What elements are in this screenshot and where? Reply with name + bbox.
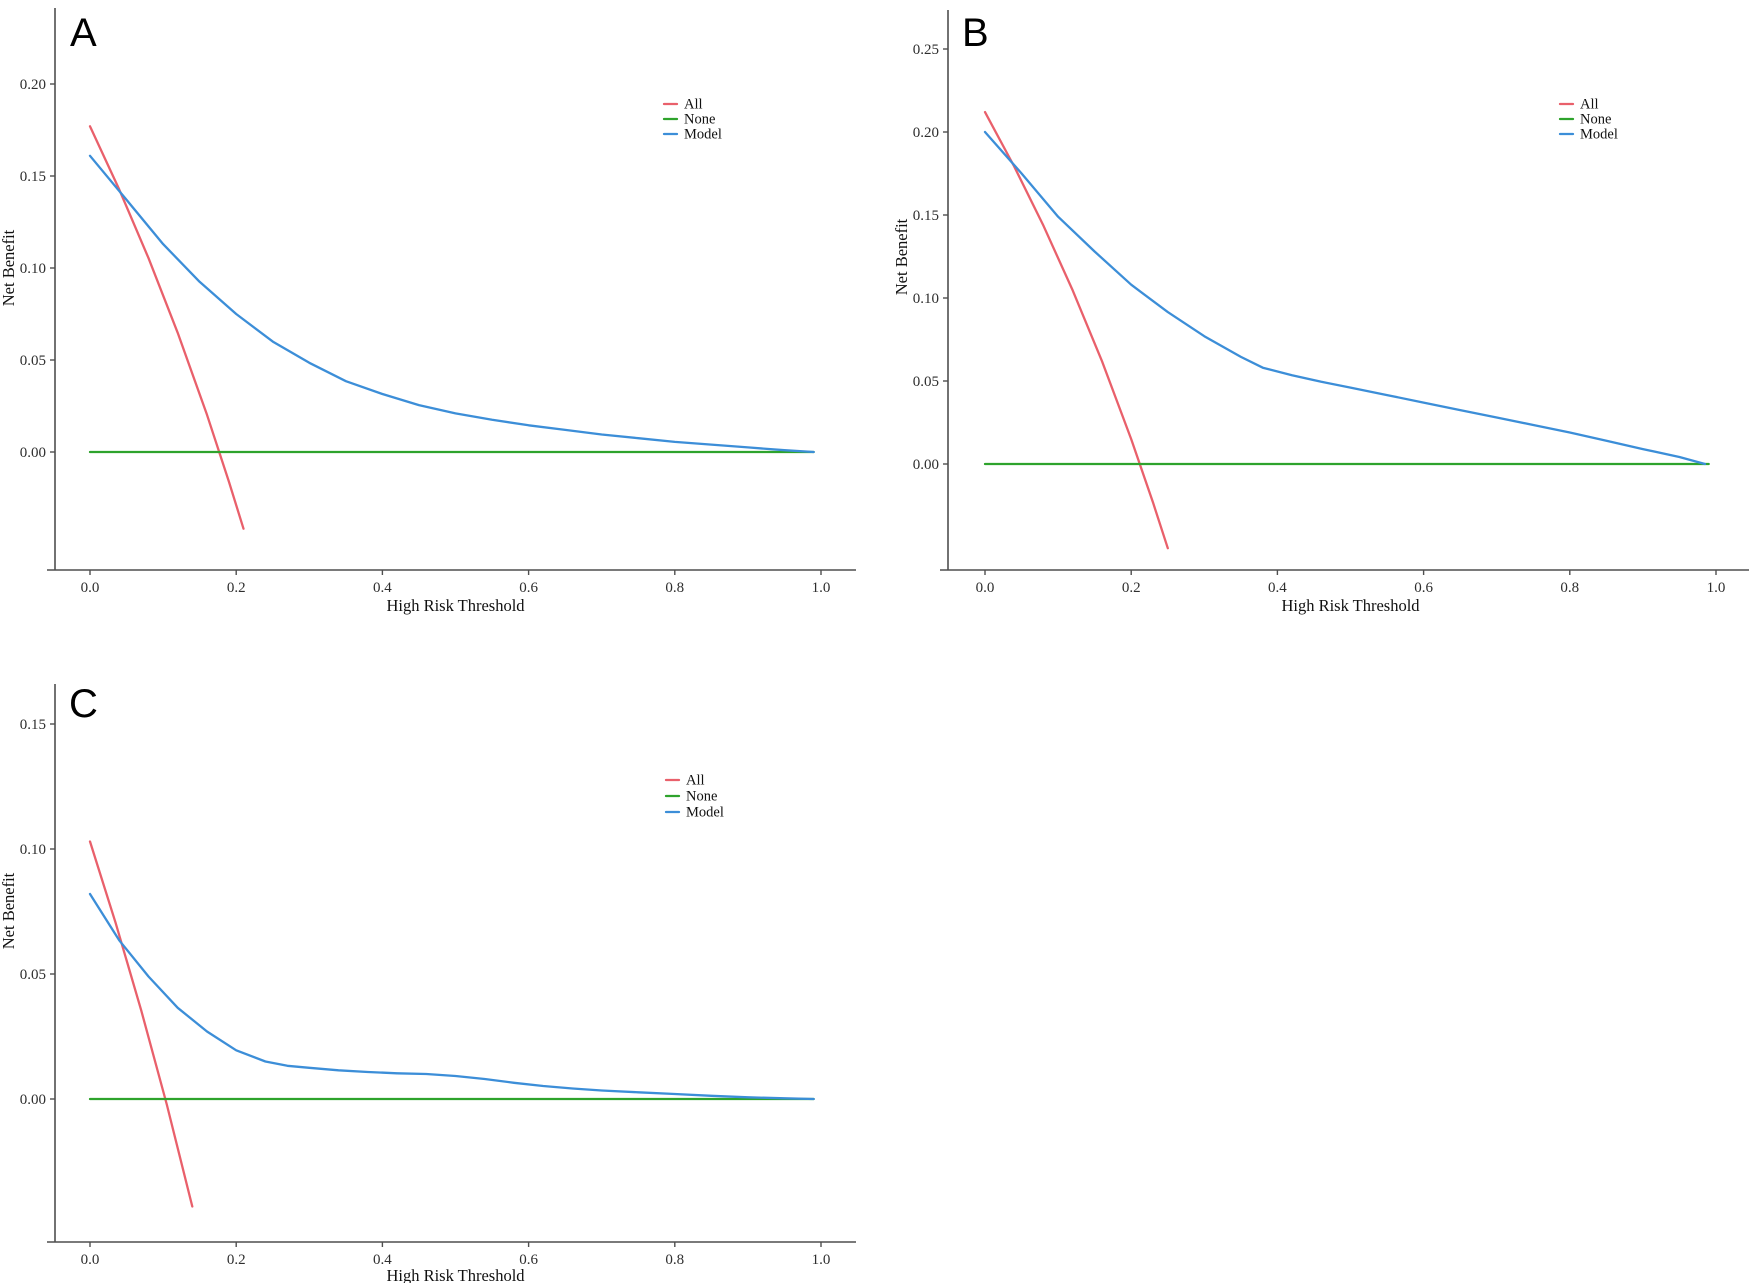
y-axis-ticks: 0.00 0.05 0.10 0.15 0.20 (20, 77, 55, 461)
y-tick-label: 0.10 (20, 842, 46, 858)
panel-c-chart: 0.00 0.05 0.10 0.15 0.0 0.2 0.4 0.6 0.8 1.0 High R… (0, 682, 856, 1283)
x-axis-title: High Risk Threshold (1281, 596, 1420, 615)
x-axis-ticks: 0.0 0.2 0.4 0.6 0.8 1.0 (81, 570, 831, 596)
legend-label-none: None (1580, 112, 1611, 128)
y-tick-label: 0.00 (913, 457, 939, 473)
x-tick-label: 0.0 (976, 580, 995, 596)
x-tick-label: 0.4 (1268, 580, 1287, 596)
y-axis-title: Net Benefit (893, 218, 911, 295)
legend-label-none: None (686, 789, 717, 805)
panel-label-c: C (69, 682, 98, 726)
y-tick-label: 0.10 (20, 261, 46, 277)
panel-label-b: B (962, 11, 989, 55)
x-tick-label: 0.4 (373, 1252, 392, 1268)
x-tick-label: 1.0 (812, 580, 831, 596)
panel-label-a: A (70, 11, 97, 55)
legend-label-all: All (684, 97, 703, 113)
y-tick-label: 0.05 (20, 353, 46, 369)
x-tick-label: 0.6 (519, 580, 538, 596)
x-tick-label: 0.6 (519, 1252, 538, 1268)
x-tick-label: 0.8 (665, 1252, 684, 1268)
y-tick-label: 0.20 (913, 125, 939, 141)
series-line-all (983, 110, 1169, 550)
x-tick-label: 0.2 (1122, 580, 1141, 596)
y-tick-label: 0.25 (913, 42, 939, 58)
series-line-model (88, 154, 815, 454)
x-tick-label: 1.0 (812, 1252, 831, 1268)
legend-label-model: Model (686, 805, 724, 821)
legend-label-none: None (684, 112, 715, 128)
x-tick-label: 1.0 (1707, 580, 1726, 596)
x-tick-label: 0.6 (1414, 580, 1433, 596)
series-line-all (88, 125, 245, 530)
y-tick-label: 0.00 (20, 445, 46, 461)
y-tick-label: 0.05 (20, 967, 46, 983)
x-tick-label: 0.2 (227, 1252, 246, 1268)
series-line-all (88, 840, 194, 1208)
legend-label-all: All (1580, 97, 1599, 113)
y-axis-ticks: 0.00 0.05 0.10 0.15 0.20 0.25 (913, 42, 948, 473)
legend-label-model: Model (684, 127, 722, 143)
x-axis-title: High Risk Threshold (386, 1266, 525, 1283)
x-tick-label: 0.2 (227, 580, 246, 596)
x-axis-ticks: 0.0 0.2 0.4 0.6 0.8 1.0 (81, 1242, 831, 1268)
x-axis-ticks: 0.0 0.2 0.4 0.6 0.8 1.0 (976, 570, 1726, 596)
x-tick-label: 0.4 (373, 580, 392, 596)
y-axis-title: Net Benefit (0, 872, 18, 949)
y-axis-ticks: 0.00 0.05 0.10 0.15 (20, 717, 55, 1108)
y-tick-label: 0.10 (913, 291, 939, 307)
series-lines (88, 125, 815, 530)
legend-label-model: Model (1580, 127, 1618, 143)
x-tick-label: 0.0 (81, 1252, 100, 1268)
legend-label-all: All (686, 773, 705, 789)
x-axis-title: High Risk Threshold (386, 596, 525, 615)
panel-a-chart: 0.00 0.05 0.10 0.15 0.20 0.0 0.2 0.4 0.6 0.8 1.0 Hi… (0, 8, 856, 615)
series-line-model (88, 892, 815, 1101)
series-lines (983, 110, 1710, 550)
x-tick-label: 0.0 (81, 580, 100, 596)
y-tick-label: 0.15 (20, 717, 46, 733)
y-tick-label: 0.15 (913, 208, 939, 224)
x-tick-label: 0.8 (1560, 580, 1579, 596)
series-line-model (983, 130, 1707, 466)
y-tick-label: 0.15 (20, 169, 46, 185)
x-tick-label: 0.8 (665, 580, 684, 596)
y-tick-label: 0.20 (20, 77, 46, 93)
panel-b-chart: 0.00 0.05 0.10 0.15 0.20 0.25 0.0 0.2 0.4 0.6 0.8 1… (893, 10, 1749, 615)
y-axis-title: Net Benefit (0, 229, 18, 306)
y-tick-label: 0.00 (20, 1092, 46, 1108)
series-lines (88, 840, 815, 1208)
y-tick-label: 0.05 (913, 374, 939, 390)
